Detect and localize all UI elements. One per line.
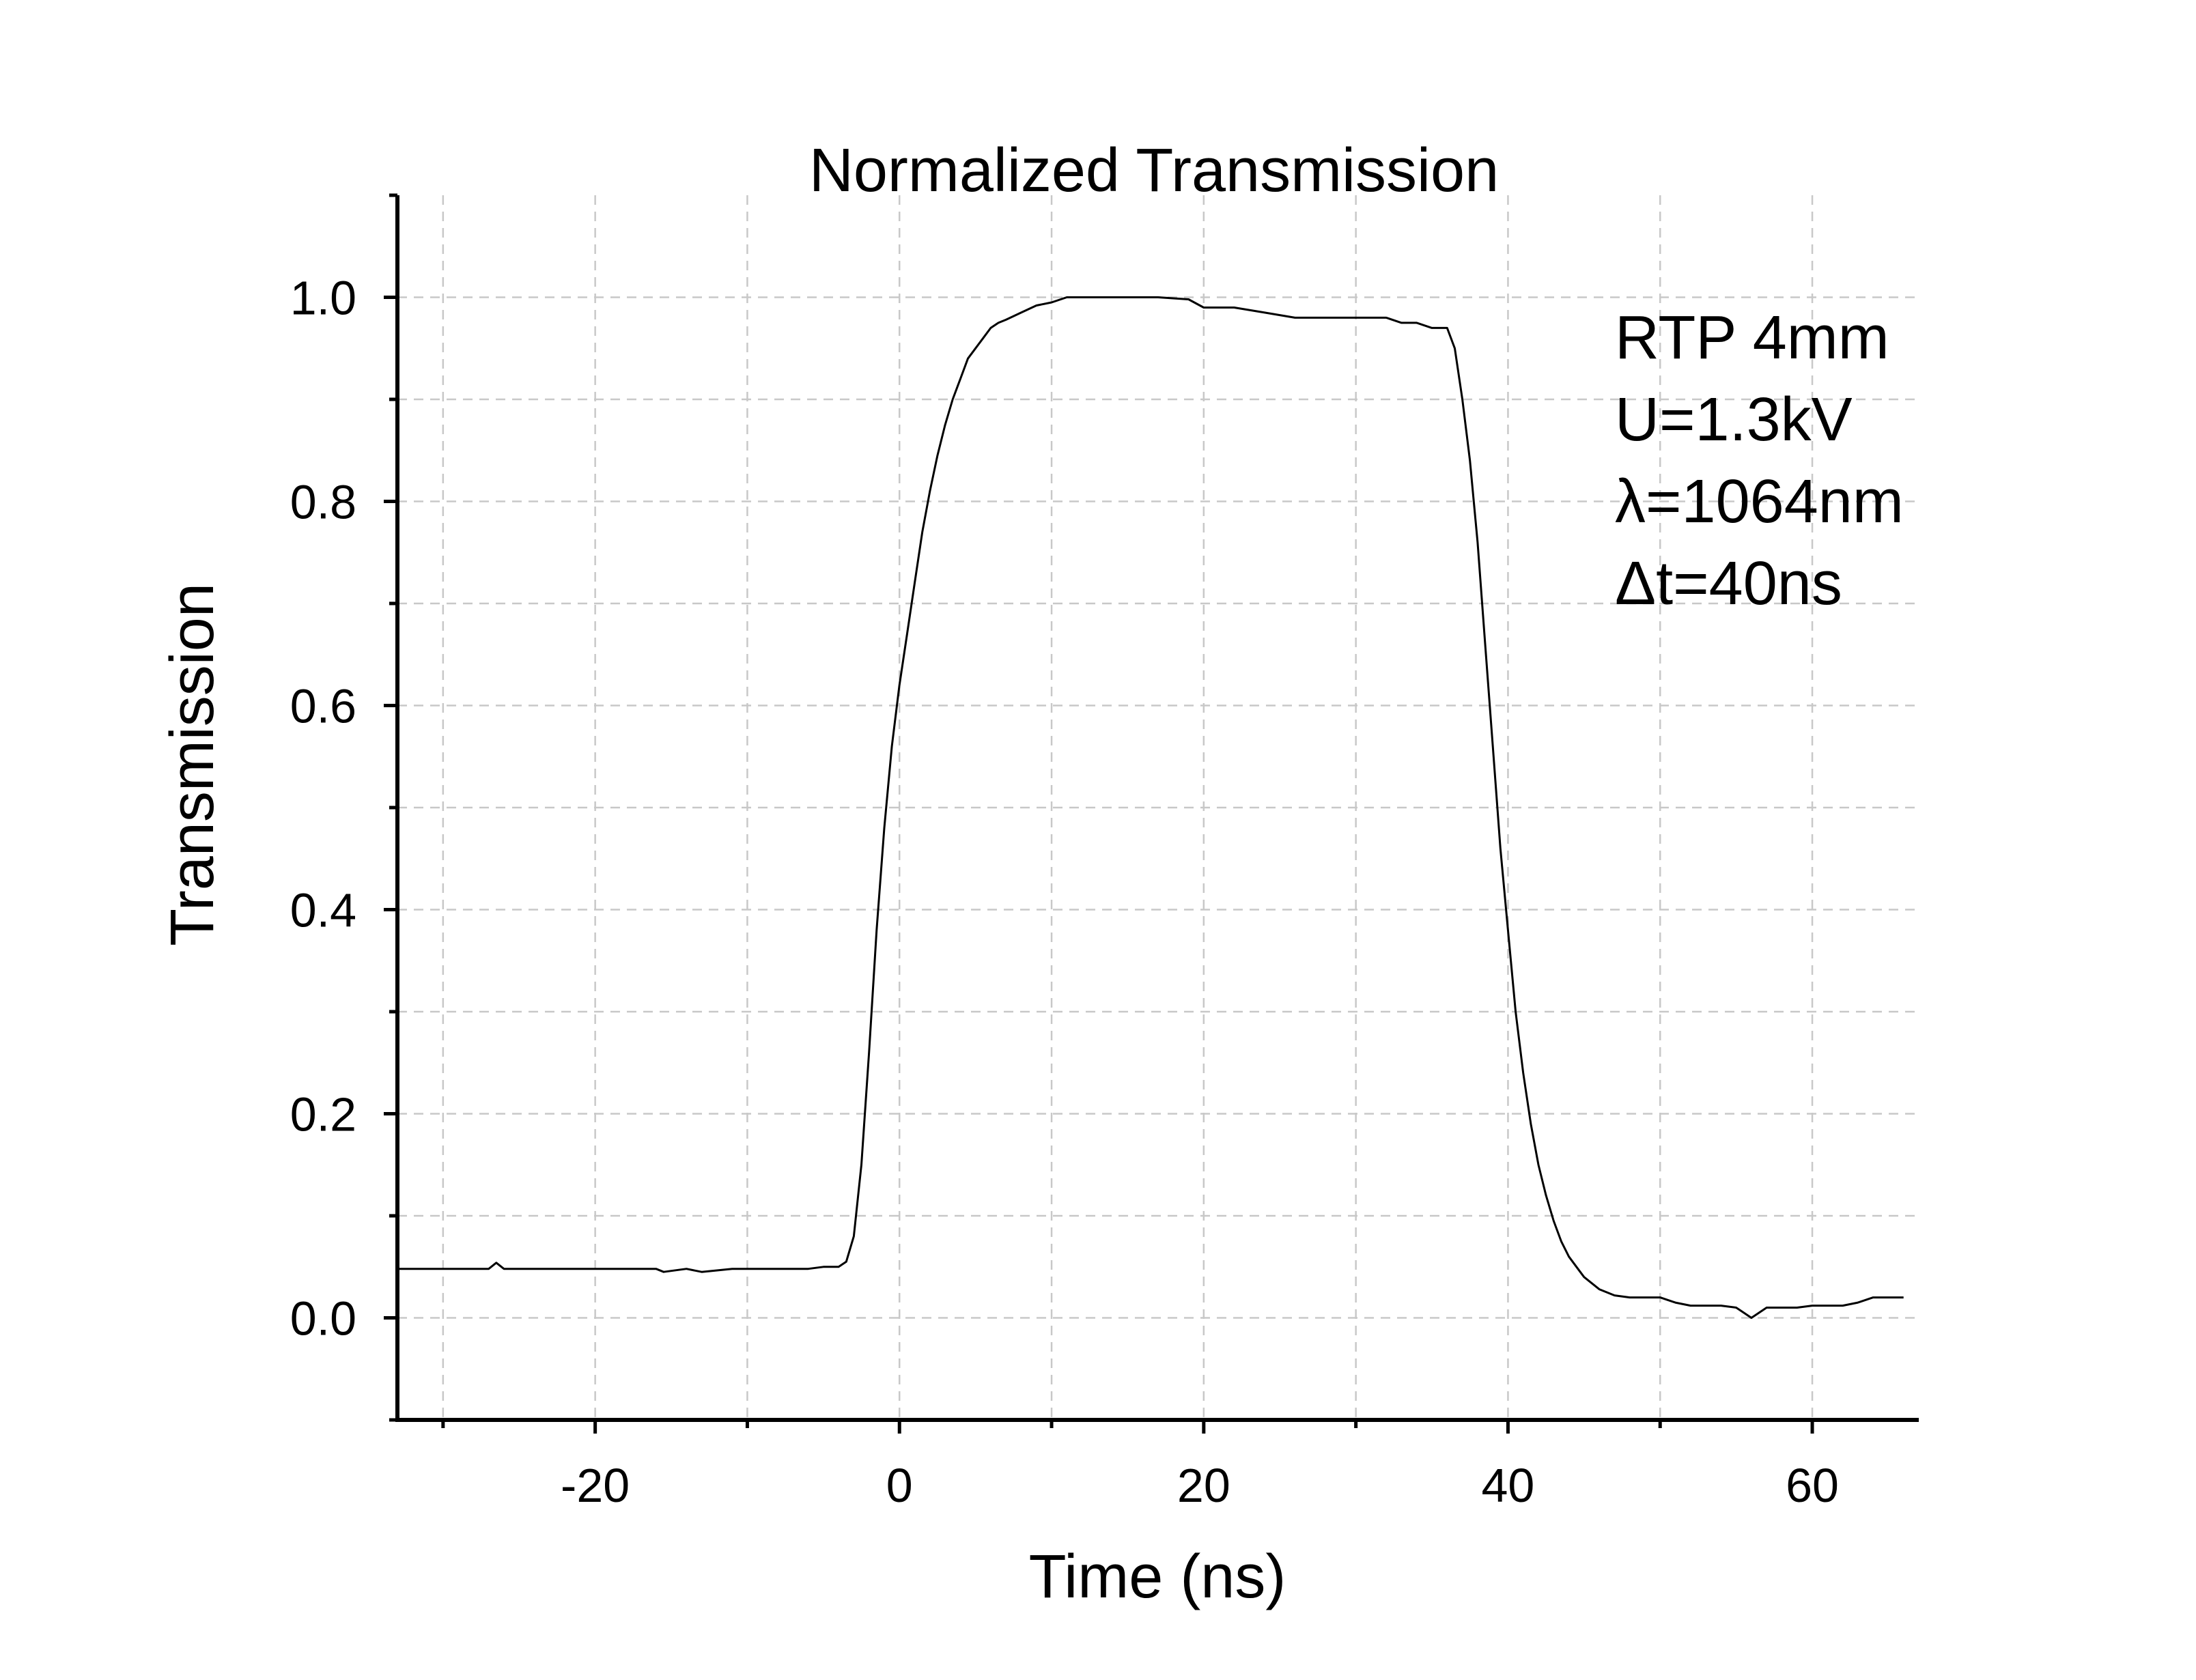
annotation-block: RTP 4mm U=1.3kV λ=1064nm Δt=40ns xyxy=(1615,304,1904,618)
x-tick-label: 0 xyxy=(886,1459,913,1512)
x-tick-label: 40 xyxy=(1482,1459,1535,1512)
y-tick-label: 0.0 xyxy=(290,1292,356,1346)
annotation-pulse-width: Δt=40ns xyxy=(1615,550,1842,618)
annotation-wavelength: λ=1064nm xyxy=(1615,468,1904,536)
grid xyxy=(397,195,1919,1420)
tick-labels: -20 0 20 40 60 0.0 0.2 0.4 0.6 0.8 1.0 xyxy=(290,272,1839,1513)
ticks xyxy=(384,193,1814,1434)
y-tick-label: 0.2 xyxy=(290,1088,356,1141)
chart-title: Normalized Transmission xyxy=(809,137,1499,205)
annotation-crystal: RTP 4mm xyxy=(1615,304,1889,372)
y-tick-label: 0.8 xyxy=(290,476,356,529)
y-tick-label: 1.0 xyxy=(290,272,356,325)
x-tick-label: 60 xyxy=(1786,1459,1839,1512)
y-tick-label: 0.4 xyxy=(290,884,356,937)
x-axis-label: Time (ns) xyxy=(1029,1543,1286,1611)
y-tick-label: 0.6 xyxy=(290,680,356,733)
x-tick-label: -20 xyxy=(561,1459,630,1512)
series-line xyxy=(397,296,1904,1319)
annotation-voltage: U=1.3kV xyxy=(1615,386,1853,454)
series-group xyxy=(397,296,1904,1319)
x-tick-label: 20 xyxy=(1177,1459,1230,1512)
y-axis-label: Transmission xyxy=(158,583,227,946)
